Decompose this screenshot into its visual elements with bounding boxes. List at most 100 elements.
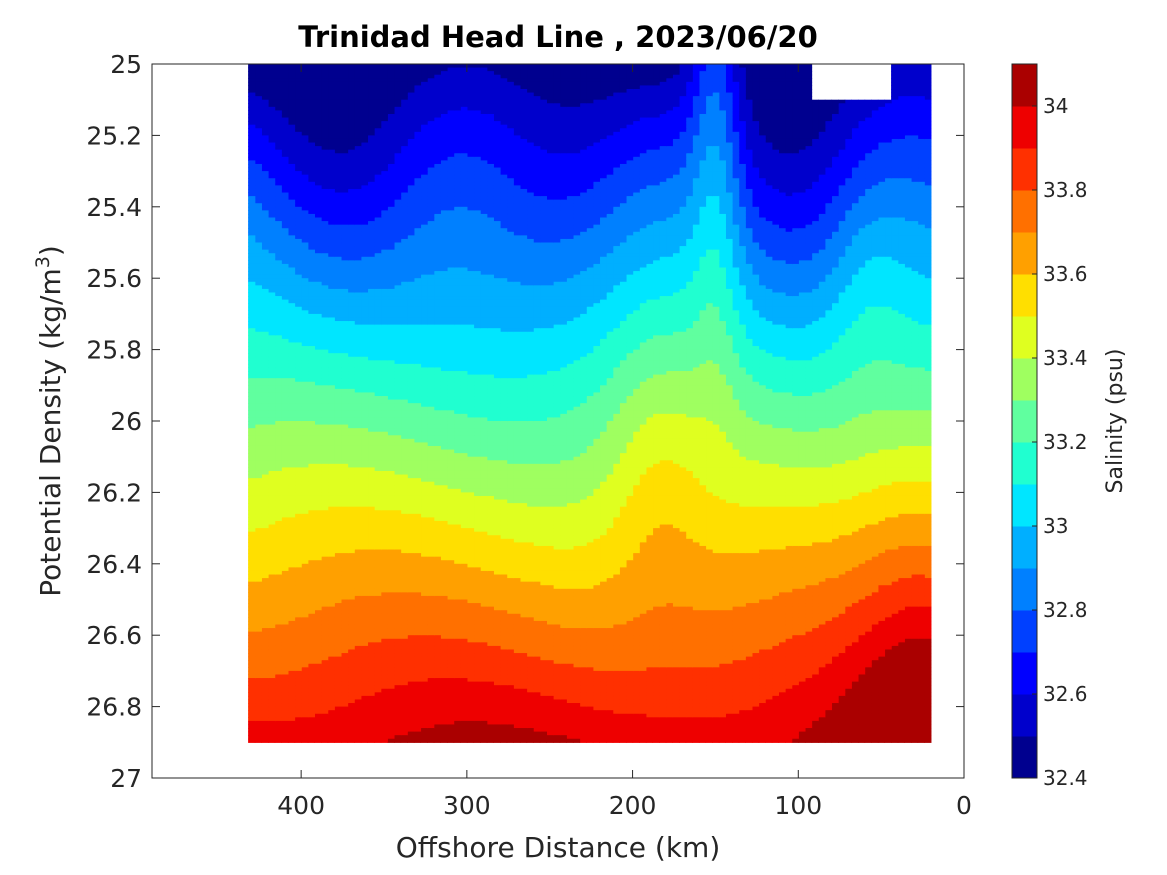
contour-cell: [765, 392, 772, 396]
contour-cell: [871, 610, 878, 614]
contour-cell: [878, 739, 885, 743]
contour-cell: [924, 364, 931, 368]
contour-cell: [825, 235, 832, 239]
contour-cell: [778, 292, 785, 296]
contour-cell: [904, 143, 911, 147]
contour-cell: [805, 218, 812, 222]
contour-cell: [805, 617, 812, 621]
contour-cell: [878, 735, 885, 739]
contour-cell: [891, 571, 898, 575]
contour-cell: [831, 624, 838, 628]
contour-cell: [772, 732, 779, 736]
contour-cell: [851, 539, 858, 543]
contour-cell: [778, 150, 785, 154]
contour-cell: [752, 292, 759, 296]
contour-cell: [911, 560, 918, 564]
contour-cell: [911, 260, 918, 264]
contour-cell: [812, 225, 819, 229]
contour-cell: [878, 103, 885, 107]
contour-cell: [765, 539, 772, 543]
contour-cell: [838, 539, 845, 543]
contour-cell: [778, 350, 785, 354]
contour-cell: [759, 260, 766, 264]
contour-cell: [918, 317, 925, 321]
contour-cell: [911, 542, 918, 546]
contour-cell: [792, 207, 799, 211]
contour-cell: [845, 560, 852, 564]
contour-cell: [871, 589, 878, 593]
contour-cell: [924, 239, 931, 243]
contour-cell: [812, 407, 819, 411]
contour-cell: [778, 200, 785, 204]
contour-cell: [911, 178, 918, 182]
contour-cell: [772, 300, 779, 304]
contour-cell: [884, 228, 891, 232]
contour-cell: [884, 460, 891, 464]
contour-cell: [765, 653, 772, 657]
contour-cell: [884, 342, 891, 346]
contour-cell: [851, 617, 858, 621]
contour-cell: [765, 321, 772, 325]
contour-cell: [871, 178, 878, 182]
contour-cell: [792, 218, 799, 222]
contour-cell: [831, 235, 838, 239]
contour-cell: [911, 707, 918, 711]
contour-cell: [924, 250, 931, 254]
contour-cell: [878, 621, 885, 625]
contour-cell: [858, 517, 865, 521]
contour-cell: [838, 164, 845, 168]
contour-cell: [812, 671, 819, 675]
contour-cell: [812, 185, 819, 189]
contour-cell: [898, 624, 905, 628]
contour-cell: [871, 314, 878, 318]
contour-cell: [772, 607, 779, 611]
contour-cell: [851, 446, 858, 450]
contour-cell: [865, 578, 872, 582]
contour-cell: [904, 375, 911, 379]
contour-cell: [851, 228, 858, 232]
contour-cell: [785, 735, 792, 739]
contour-cell: [772, 667, 779, 671]
contour-cell: [851, 278, 858, 282]
contour-cell: [865, 153, 872, 157]
contour-cell: [765, 282, 772, 286]
contour-cell: [898, 275, 905, 279]
contour-cell: [812, 428, 819, 432]
contour-cell: [924, 118, 931, 122]
contour-cell: [785, 542, 792, 546]
contour-cell: [831, 639, 838, 643]
contour-cell: [884, 221, 891, 225]
contour-cell: [785, 514, 792, 518]
contour-cell: [785, 400, 792, 404]
contour-cell: [858, 739, 865, 743]
contour-cell: [759, 560, 766, 564]
contour-cell: [825, 175, 832, 179]
contour-cell: [765, 721, 772, 725]
contour-cell: [898, 103, 905, 107]
contour-cell: [898, 182, 905, 186]
contour-cell: [805, 367, 812, 371]
contour-cell: [878, 575, 885, 579]
contour-cell: [818, 239, 825, 243]
contour-cell: [765, 632, 772, 636]
contour-cell: [798, 657, 805, 661]
contour-cell: [792, 482, 799, 486]
contour-cell: [871, 200, 878, 204]
contour-cell: [871, 221, 878, 225]
contour-cell: [778, 271, 785, 275]
contour-cell: [871, 157, 878, 161]
contour-cell: [831, 385, 838, 389]
contour-cell: [792, 417, 799, 421]
contour-cell: [785, 128, 792, 132]
contour-cell: [865, 182, 872, 186]
contour-cell: [918, 389, 925, 393]
contour-cell: [785, 671, 792, 675]
contour-cell: [831, 153, 838, 157]
contour-cell: [918, 350, 925, 354]
contour-cell: [831, 325, 838, 329]
contour-cell: [891, 253, 898, 257]
contour-cell: [884, 271, 891, 275]
contour-cell: [831, 317, 838, 321]
contour-cell: [831, 582, 838, 586]
contour-cell: [778, 582, 785, 586]
